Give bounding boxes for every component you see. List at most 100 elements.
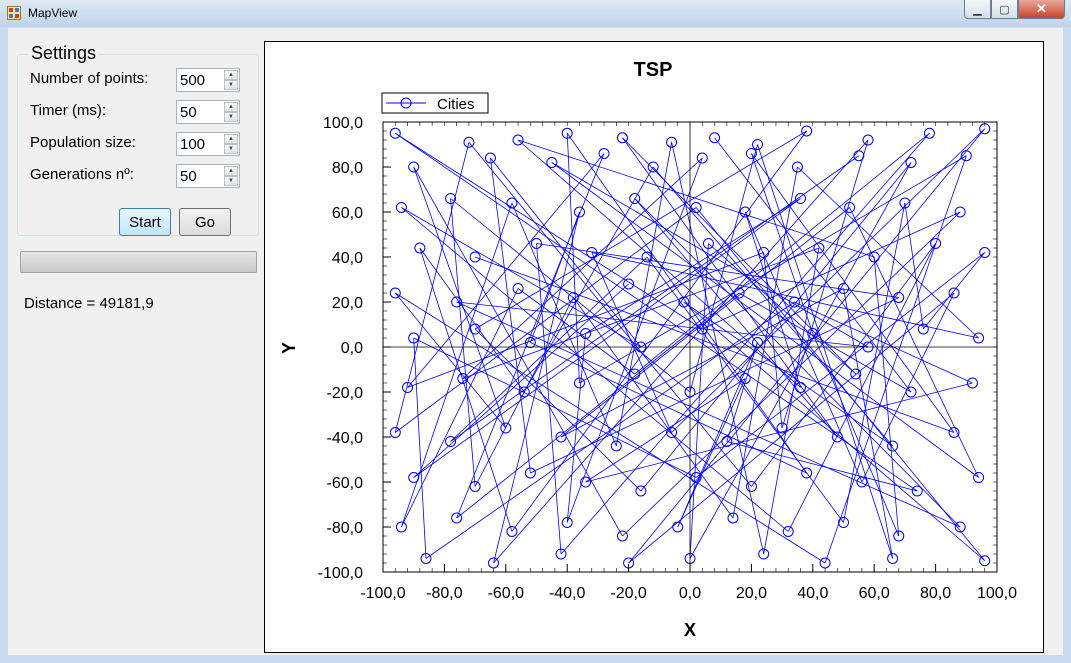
- route-segment: [646, 256, 844, 523]
- route-segment: [401, 288, 519, 528]
- city-point: [469, 481, 481, 492]
- route-segment: [450, 256, 648, 442]
- city-point: [420, 553, 432, 564]
- route-segment: [450, 198, 476, 487]
- city-point: [451, 296, 463, 308]
- number-of-points-value[interactable]: 500: [180, 72, 206, 89]
- progress-bar: [20, 251, 257, 273]
- city-point: [500, 422, 512, 434]
- population-size-label: Population size:: [30, 134, 136, 151]
- route-segment: [843, 288, 894, 559]
- tsp-chart-panel: TSP Cities -100,0 -80,0 -60,0 -40,0 -20,0 0,0…: [264, 41, 1044, 653]
- city-point: [776, 422, 788, 434]
- route-segment: [695, 252, 985, 478]
- route-segment: [456, 153, 605, 519]
- maximize-button[interactable]: ▢: [991, 0, 1018, 19]
- city-point: [782, 526, 794, 537]
- city-point: [512, 283, 524, 294]
- y-tick-label: 100,0: [323, 115, 363, 132]
- x-tick-label: -80,0: [426, 585, 463, 602]
- legend-label-cities: Cities: [437, 96, 475, 113]
- number-of-points-stepper[interactable]: 500 ▲ ▼: [176, 68, 240, 92]
- city-point: [954, 206, 966, 218]
- city-point: [635, 485, 647, 497]
- route-segment: [714, 137, 912, 393]
- population-size-stepper[interactable]: 100 ▲ ▼: [176, 132, 240, 156]
- window-title: MapView: [28, 6, 78, 20]
- spin-down-icon[interactable]: ▼: [224, 144, 238, 154]
- spin-up-icon[interactable]: ▲: [224, 166, 238, 176]
- route-segment: [634, 132, 930, 375]
- route-segment: [566, 333, 587, 523]
- city-point: [666, 427, 678, 438]
- city-point: [573, 377, 585, 389]
- route-segment: [689, 243, 709, 559]
- spin-up-icon[interactable]: ▲: [224, 134, 238, 144]
- city-point: [795, 382, 807, 393]
- route-segment: [462, 157, 703, 379]
- x-tick-label: -20,0: [610, 585, 647, 602]
- route-segment: [708, 243, 857, 375]
- city-point: [561, 517, 573, 528]
- spin-up-icon[interactable]: ▲: [224, 70, 238, 80]
- legend-marker-icon: [400, 97, 412, 109]
- timer-label: Timer (ms):: [30, 102, 107, 119]
- y-axis-label: Y: [279, 342, 299, 354]
- city-point: [795, 193, 807, 204]
- route-segment: [671, 142, 765, 555]
- generations-value[interactable]: 50: [180, 168, 197, 185]
- route-segment: [490, 157, 642, 348]
- city-point: [899, 197, 911, 209]
- city-point: [844, 202, 856, 213]
- route-segment: [671, 128, 985, 433]
- route-segment: [573, 297, 734, 519]
- city-point: [948, 427, 960, 438]
- spin-down-icon[interactable]: ▼: [224, 112, 238, 122]
- spin-up-icon[interactable]: ▲: [224, 102, 238, 112]
- city-point: [666, 136, 678, 148]
- route-segment: [551, 162, 979, 478]
- timer-value[interactable]: 50: [180, 104, 197, 121]
- city-point: [948, 287, 960, 299]
- city-point: [788, 296, 800, 308]
- route-segment: [490, 157, 531, 474]
- city-point: [690, 202, 702, 213]
- city-point: [555, 431, 567, 443]
- route-segment: [628, 292, 955, 564]
- city-point: [524, 337, 536, 348]
- city-point: [469, 323, 481, 335]
- route-segment: [689, 162, 912, 559]
- city-point: [623, 278, 635, 290]
- close-button[interactable]: ✕: [1018, 0, 1065, 19]
- route-segment: [812, 333, 900, 537]
- route-segment: [787, 243, 936, 532]
- spin-down-icon[interactable]: ▼: [224, 80, 238, 90]
- city-point: [752, 337, 764, 348]
- route-segment: [751, 153, 814, 334]
- route-segment: [474, 256, 955, 433]
- route-segment: [456, 301, 961, 528]
- population-size-value[interactable]: 100: [180, 136, 206, 153]
- start-button[interactable]: Start: [119, 208, 171, 236]
- route-segment: [419, 247, 513, 532]
- city-point: [610, 440, 622, 452]
- timer-stepper[interactable]: 50 ▲ ▼: [176, 100, 240, 124]
- route-segment: [407, 153, 605, 388]
- route-segment: [413, 337, 697, 478]
- route-segment: [873, 256, 900, 537]
- minimize-button[interactable]: ▁: [964, 0, 991, 19]
- generations-stepper[interactable]: 50 ▲ ▼: [176, 164, 240, 188]
- route-segment: [904, 202, 924, 330]
- city-point: [629, 368, 641, 380]
- city-point: [531, 238, 542, 249]
- city-point: [733, 287, 745, 299]
- spin-down-icon[interactable]: ▼: [224, 176, 238, 186]
- city-point: [573, 206, 585, 218]
- route-segment: [413, 166, 623, 537]
- city-point: [506, 197, 518, 209]
- go-button[interactable]: Go: [179, 208, 231, 236]
- y-tick-label: 60,0: [332, 205, 363, 222]
- city-point: [678, 296, 690, 308]
- city-point: [745, 148, 757, 159]
- y-tick-label: 20,0: [332, 295, 363, 312]
